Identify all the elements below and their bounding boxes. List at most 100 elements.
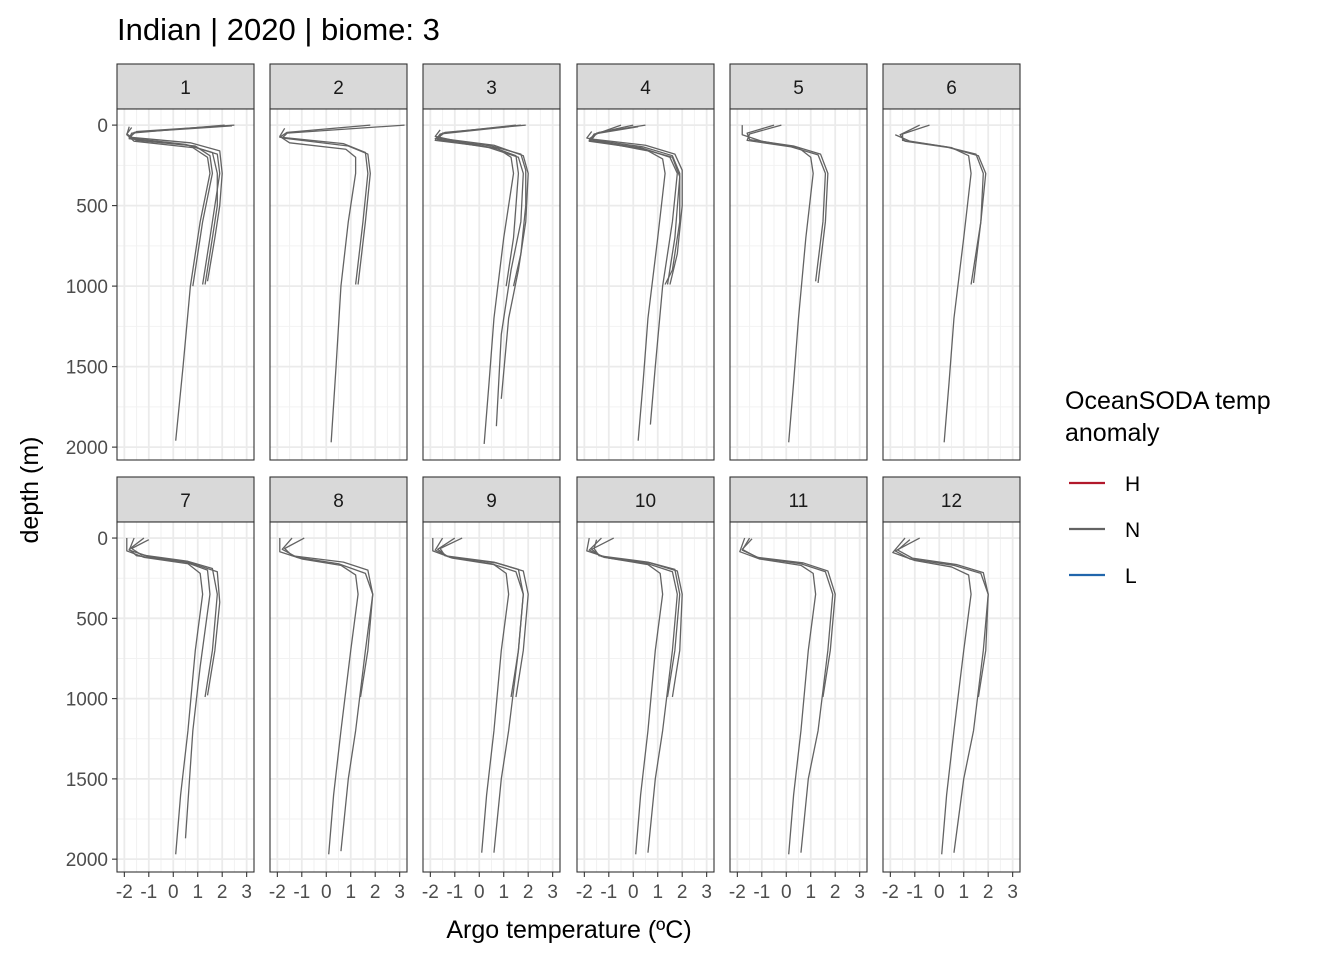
profile-line bbox=[588, 124, 683, 285]
x-tick-label: 3 bbox=[547, 882, 558, 903]
facet-strip bbox=[882, 63, 1021, 110]
x-tick-label: -2 bbox=[576, 882, 593, 903]
facet-strip-label: 9 bbox=[486, 491, 497, 512]
legend-label: L bbox=[1125, 565, 1137, 588]
x-tick-label: 1 bbox=[192, 882, 203, 903]
profile-line bbox=[284, 537, 374, 698]
facet-strip-label: 12 bbox=[941, 491, 962, 512]
facet-strip bbox=[576, 476, 715, 523]
x-tick-label: 3 bbox=[394, 882, 405, 903]
x-tick-label: 3 bbox=[1007, 882, 1018, 903]
y-tick-label: 2000 bbox=[66, 850, 108, 871]
x-axis-title: Argo temperature (ºC) bbox=[446, 916, 691, 944]
facet-strip-label: 5 bbox=[793, 78, 804, 99]
facet-panel-10: 10 -2 -1 0 1 2 3 bbox=[576, 476, 715, 903]
x-tick-label: 1 bbox=[345, 882, 356, 903]
panel-border bbox=[269, 108, 408, 461]
panel-border bbox=[882, 521, 1021, 873]
x-tick-label: 0 bbox=[628, 882, 639, 903]
y-tick-label: 1000 bbox=[66, 277, 108, 298]
panel-border bbox=[116, 108, 255, 461]
profile-line bbox=[746, 124, 827, 282]
facet-panel-6: 6 bbox=[882, 63, 1021, 461]
legend: OceanSODA temp anomaly HNL bbox=[1065, 387, 1271, 596]
legend-label: H bbox=[1125, 473, 1140, 496]
profile-line bbox=[901, 124, 984, 283]
profile-line bbox=[588, 126, 681, 285]
facet-panel-11: 11 -2 -1 0 1 2 3 bbox=[729, 476, 868, 903]
profile-line bbox=[279, 124, 371, 285]
facet-strip-label: 11 bbox=[789, 491, 809, 512]
facet-panel-2: 2 bbox=[269, 63, 408, 461]
profile-line bbox=[128, 537, 221, 696]
y-tick-label: 0 bbox=[97, 529, 108, 550]
profile-line bbox=[897, 539, 989, 698]
x-tick-label: 3 bbox=[854, 882, 865, 903]
profile-line bbox=[741, 125, 814, 443]
facet-panel-8: 8 -2 -1 0 1 2 3 bbox=[269, 476, 408, 903]
facet-panel-3: 3 bbox=[422, 63, 561, 461]
x-tick-label: 3 bbox=[701, 882, 712, 903]
x-tick-label: 0 bbox=[934, 882, 945, 903]
x-tick-label: 2 bbox=[370, 882, 381, 903]
x-tick-label: -1 bbox=[446, 882, 463, 903]
x-tick-label: 1 bbox=[805, 882, 816, 903]
facet-strip bbox=[269, 63, 408, 110]
profile-line bbox=[593, 539, 681, 698]
x-tick-label: -1 bbox=[293, 882, 310, 903]
facet-strip-label: 4 bbox=[640, 78, 651, 99]
profile-line bbox=[746, 124, 829, 283]
facet-panel-12: 12-2 -1 0 1 2 3 bbox=[882, 476, 1021, 903]
profile-line bbox=[892, 537, 972, 855]
chart-title: Indian | 2020 | biome: 3 bbox=[117, 12, 440, 47]
facet-strip-label: 8 bbox=[333, 491, 344, 512]
profile-line bbox=[894, 537, 989, 853]
x-tick-label: -2 bbox=[422, 882, 439, 903]
facet-strip-label: 3 bbox=[486, 78, 497, 99]
x-tick-label: -2 bbox=[269, 882, 286, 903]
legend-title: OceanSODA temp bbox=[1065, 387, 1271, 415]
facet-strip-label: 7 bbox=[180, 491, 191, 512]
x-tick-label: 1 bbox=[652, 882, 663, 903]
x-tick-label: -2 bbox=[882, 882, 899, 903]
x-tick-label: 0 bbox=[781, 882, 792, 903]
x-tick-label: 2 bbox=[677, 882, 688, 903]
facet-strip-label: 2 bbox=[333, 78, 344, 99]
y-axis-title: depth (m) bbox=[16, 437, 44, 544]
facet-panel-4: 4 bbox=[576, 63, 715, 461]
profile-line bbox=[741, 538, 836, 698]
facet-strip-label: 10 bbox=[635, 491, 656, 512]
x-tick-label: 2 bbox=[217, 882, 228, 903]
facet-strip bbox=[576, 63, 715, 110]
legend-title: anomaly bbox=[1065, 419, 1160, 447]
x-tick-label: 2 bbox=[983, 882, 994, 903]
y-tick-label: 0 bbox=[97, 116, 108, 137]
panel-border bbox=[269, 521, 408, 873]
panel-border bbox=[116, 521, 255, 873]
profile-line bbox=[739, 537, 817, 855]
y-tick-label: 500 bbox=[76, 609, 108, 630]
x-tick-label: -1 bbox=[906, 882, 923, 903]
y-tick-label: 1500 bbox=[66, 770, 108, 791]
facet-strip-label: 1 bbox=[180, 78, 191, 99]
panel-border bbox=[422, 108, 561, 461]
facet-strip bbox=[882, 476, 1021, 523]
x-tick-label: 0 bbox=[321, 882, 332, 903]
x-tick-label: 0 bbox=[474, 882, 485, 903]
panel-border bbox=[882, 108, 1021, 461]
facet-panel-1: 1 0 500 1000 1500 2000 bbox=[66, 63, 255, 461]
panel-border bbox=[729, 108, 868, 461]
profile-line bbox=[131, 539, 218, 698]
profile-line bbox=[439, 537, 524, 698]
y-tick-label: 1000 bbox=[66, 690, 108, 711]
panel-border bbox=[729, 521, 868, 873]
x-tick-label: -1 bbox=[753, 882, 770, 903]
x-tick-label: -2 bbox=[116, 882, 133, 903]
x-tick-label: 2 bbox=[523, 882, 534, 903]
x-tick-label: 1 bbox=[958, 882, 969, 903]
x-tick-label: 2 bbox=[830, 882, 841, 903]
facet-strip bbox=[116, 63, 255, 110]
